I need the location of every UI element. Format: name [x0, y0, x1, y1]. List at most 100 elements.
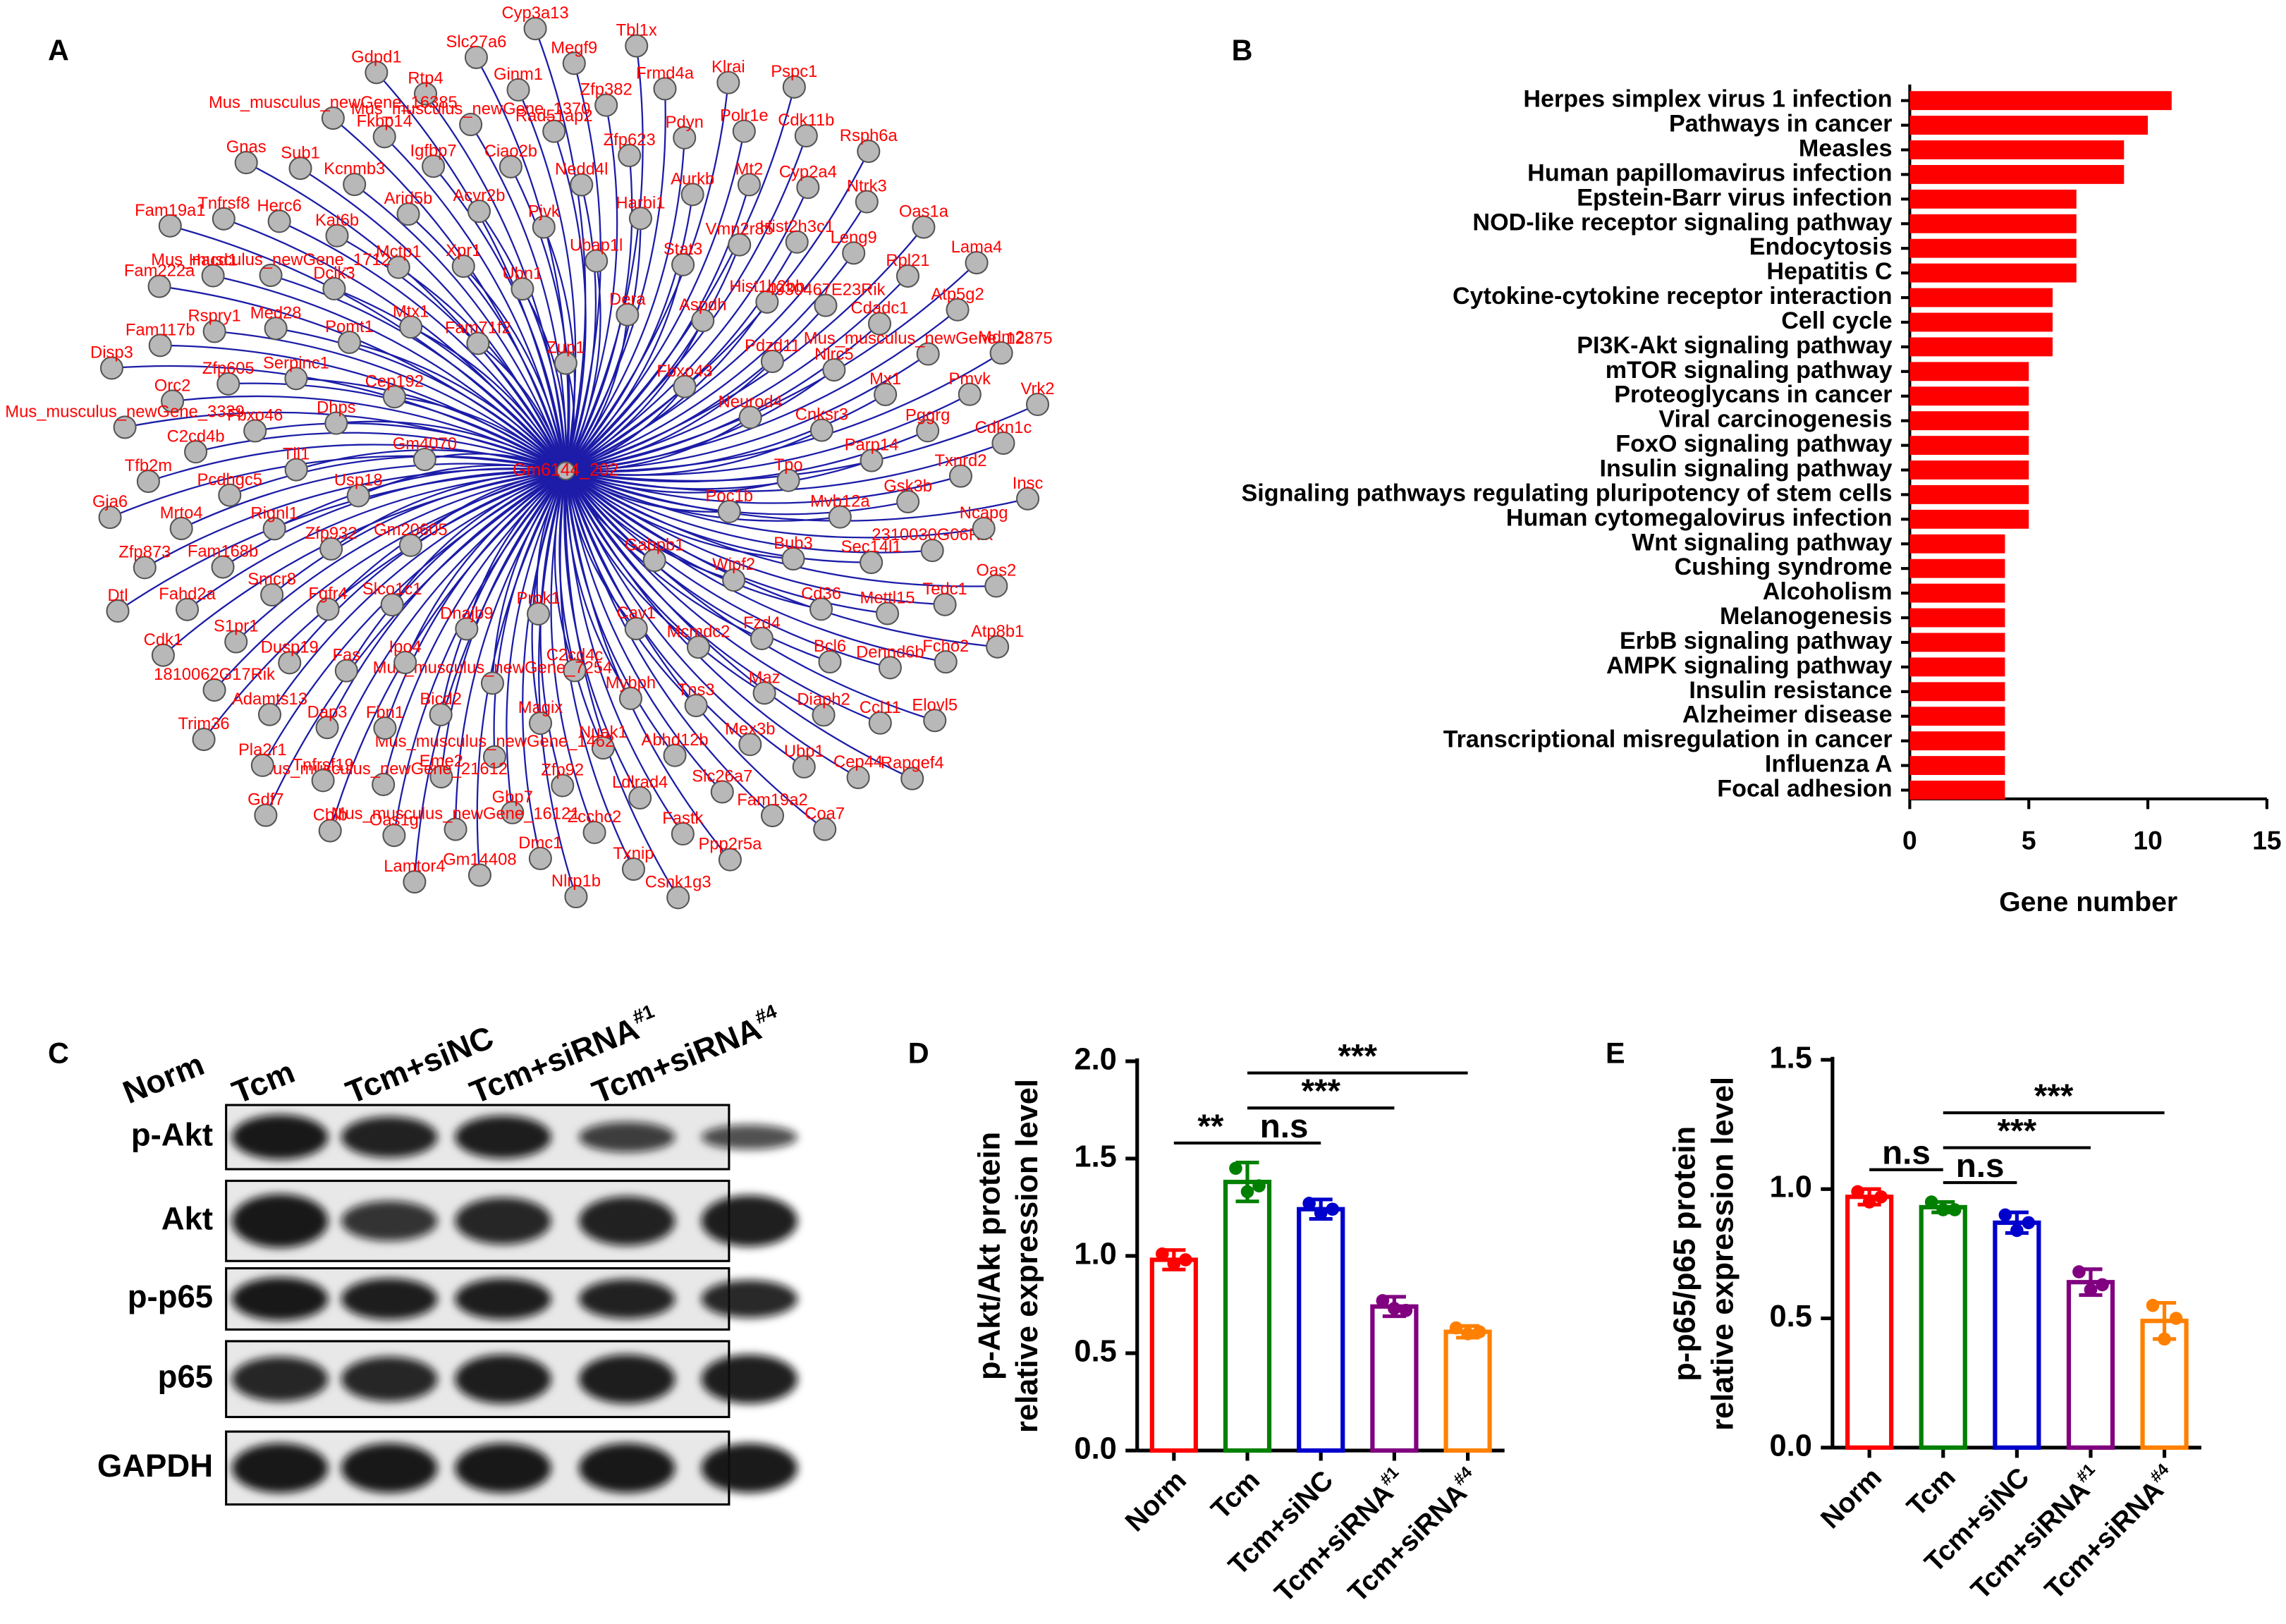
network-node — [373, 716, 397, 740]
network-node — [262, 517, 286, 541]
node-label: Igfbp7 — [410, 141, 457, 160]
network-node — [972, 516, 996, 540]
network-node — [429, 702, 453, 726]
network-node — [785, 230, 809, 254]
network-node — [673, 126, 697, 149]
node-label: Eme2 — [420, 752, 463, 771]
data-point — [2022, 1216, 2036, 1230]
network-edge — [566, 352, 1002, 472]
network-edge — [566, 353, 929, 472]
node-label: C2cd4b — [167, 427, 225, 446]
network-node — [337, 330, 362, 354]
network-node — [343, 173, 367, 197]
data-point — [2072, 1265, 2086, 1278]
network-node — [372, 125, 396, 149]
network-node — [234, 151, 258, 175]
panel-label: E — [1606, 1037, 1625, 1070]
blot-band — [578, 1122, 676, 1152]
bar — [1909, 682, 2005, 702]
bar — [1370, 1304, 1419, 1453]
data-point — [1302, 1197, 1316, 1210]
network-node — [396, 202, 420, 226]
network-edge — [565, 470, 765, 694]
network-node — [738, 405, 762, 429]
network-node — [1016, 487, 1040, 511]
blot-band — [231, 1114, 329, 1160]
network-edge — [565, 241, 798, 472]
network-edge — [476, 470, 567, 876]
node-label: Bicd2 — [420, 690, 461, 709]
node-label: Mettl15 — [860, 589, 915, 608]
node-label: Disp3 — [90, 343, 133, 362]
network: Zup1 Gabpb1 Gm4070 Fbxo43 Prok1 Fam71f2 Poc1b G… — [5, 4, 1054, 910]
bar — [1909, 781, 2005, 800]
network-edge — [565, 470, 913, 780]
y-tick-label: Hepatitis C — [1766, 258, 1892, 285]
node-label: Ginm1 — [494, 65, 543, 84]
network-edge — [565, 470, 805, 768]
network-node — [878, 656, 902, 680]
network-node — [920, 539, 944, 563]
bar — [1909, 756, 2005, 776]
network-edge — [269, 470, 566, 715]
network-edge — [565, 470, 731, 860]
y-axis-label: relative expression level — [1010, 1079, 1044, 1433]
network-node — [250, 753, 274, 777]
network-node — [98, 506, 122, 530]
node-label: Med28 — [250, 303, 302, 322]
node-label: Mcmdc2 — [667, 622, 731, 641]
network-node — [818, 649, 842, 674]
row-label: GAPDH — [97, 1448, 213, 1484]
network-node — [673, 374, 697, 398]
blot-band — [455, 1354, 551, 1404]
network-edge — [566, 323, 881, 472]
network-edge — [413, 470, 567, 882]
network-node — [459, 112, 483, 137]
y-axis-label: relative expression level — [1706, 1077, 1740, 1431]
network-edge — [322, 470, 566, 781]
data-point — [1998, 1208, 2012, 1222]
y-tick-label: Cushing syndrome — [1675, 554, 1893, 580]
node-label: Elovl5 — [912, 695, 958, 714]
network-node — [315, 716, 339, 740]
y-tick-label: Insulin resistance — [1689, 677, 1892, 704]
node-label: Cep192 — [365, 372, 424, 391]
network-node — [916, 342, 940, 366]
node-label: Cnksr3 — [795, 405, 848, 425]
network-edge — [565, 87, 795, 472]
network-node — [642, 549, 666, 573]
node-label: Bub3 — [774, 534, 813, 553]
node-label: Acvr2b — [453, 186, 505, 205]
network-node — [722, 568, 746, 592]
network-edge — [565, 226, 924, 472]
blot-band — [578, 1443, 676, 1493]
network-node — [965, 251, 989, 275]
network-node — [875, 602, 900, 625]
network-node — [912, 215, 936, 239]
x-tick-label: Norm — [1119, 1465, 1192, 1538]
bar — [1909, 238, 2077, 258]
y-tick-label: Pathways in cancer — [1669, 111, 1893, 138]
network-node — [991, 431, 1015, 455]
y-tick-label: mTOR signaling pathway — [1606, 357, 1893, 384]
node-label: Ntrk3 — [847, 177, 887, 196]
network-edge — [376, 72, 567, 471]
node-label: Fam19a1 — [135, 201, 205, 220]
y-tick-label: Viral carcinogenesis — [1658, 406, 1892, 433]
network-node — [393, 650, 417, 675]
network-node — [781, 547, 805, 571]
blot-band — [341, 1356, 438, 1402]
network-edge — [565, 470, 946, 663]
network-node — [750, 626, 774, 651]
node-label: Gdpd1 — [351, 47, 401, 66]
data-point — [1229, 1161, 1242, 1176]
node-label: Arid5b — [384, 189, 433, 208]
node-label: Gja6 — [92, 492, 128, 511]
node-label: Tnfrsf8 — [197, 194, 250, 213]
blot-band — [701, 1124, 798, 1150]
node-label: Tns3 — [678, 680, 715, 700]
node-label: Sec14l1 — [841, 537, 902, 556]
node-label: Ciao2b — [484, 142, 537, 161]
node-label: Pspc1 — [771, 62, 817, 81]
network-node — [563, 659, 587, 683]
